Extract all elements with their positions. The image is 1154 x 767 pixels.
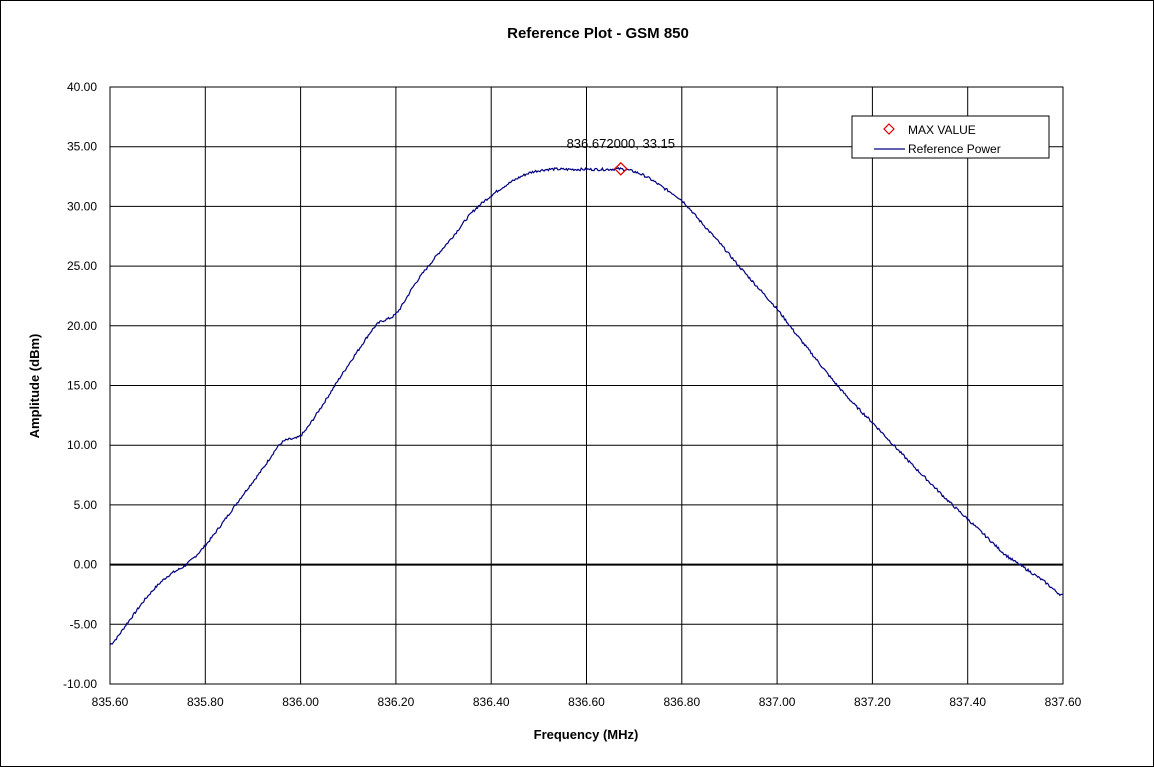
y-tick-label: 25.00 [67,259,97,273]
y-tick-labels: -10.00 -5.00 0.00 5.00 10.00 15.00 20.00 25.00 3… [63,80,97,691]
x-tick-label: 837.40 [949,695,986,709]
y-tick-label: -5.00 [70,617,98,631]
y-tick-label: 5.00 [74,498,98,512]
y-tick-label: -10.00 [63,677,97,691]
x-tick-label: 837.60 [1045,695,1082,709]
y-tick-label: 35.00 [67,140,97,154]
y-axis-label: Amplitude (dBm) [27,334,42,439]
x-tick-label: 836.40 [473,695,510,709]
legend-entry-reference-power: Reference Power [908,142,1001,156]
x-tick-label: 837.20 [854,695,891,709]
legend-entry-max-value: MAX VALUE [908,123,976,137]
legend-diamond-icon [883,123,895,135]
x-tick-label: 837.00 [759,695,796,709]
x-tick-label: 836.80 [663,695,700,709]
reference-power-line [109,166,1064,646]
chart-title: Reference Plot - GSM 850 [507,25,689,42]
y-tick-label: 40.00 [67,80,97,94]
y-tick-label: 20.00 [67,319,97,333]
x-tick-labels: 835.60 835.80 836.00 836.20 836.40 836.60 836.… [92,695,1082,709]
max-value-label: 836.672000, 33.15 [567,136,675,151]
y-tick-label: 0.00 [74,558,98,572]
y-tick-label: 10.00 [67,438,97,452]
grid [109,86,1064,685]
x-tick-label: 835.60 [92,695,129,709]
x-tick-label: 836.00 [282,695,319,709]
max-value-diamond-icon [613,161,628,176]
x-axis-label: Frequency (MHz) [534,727,639,742]
x-tick-label: 836.20 [378,695,415,709]
x-tick-label: 836.60 [568,695,605,709]
y-tick-label: 15.00 [67,379,97,393]
legend: MAX VALUE Reference Power [851,115,1050,159]
x-tick-label: 835.80 [187,695,224,709]
y-tick-label: 30.00 [67,199,97,213]
legend-box [851,115,1050,159]
max-value-marker: 836.672000, 33.15 [567,136,675,176]
